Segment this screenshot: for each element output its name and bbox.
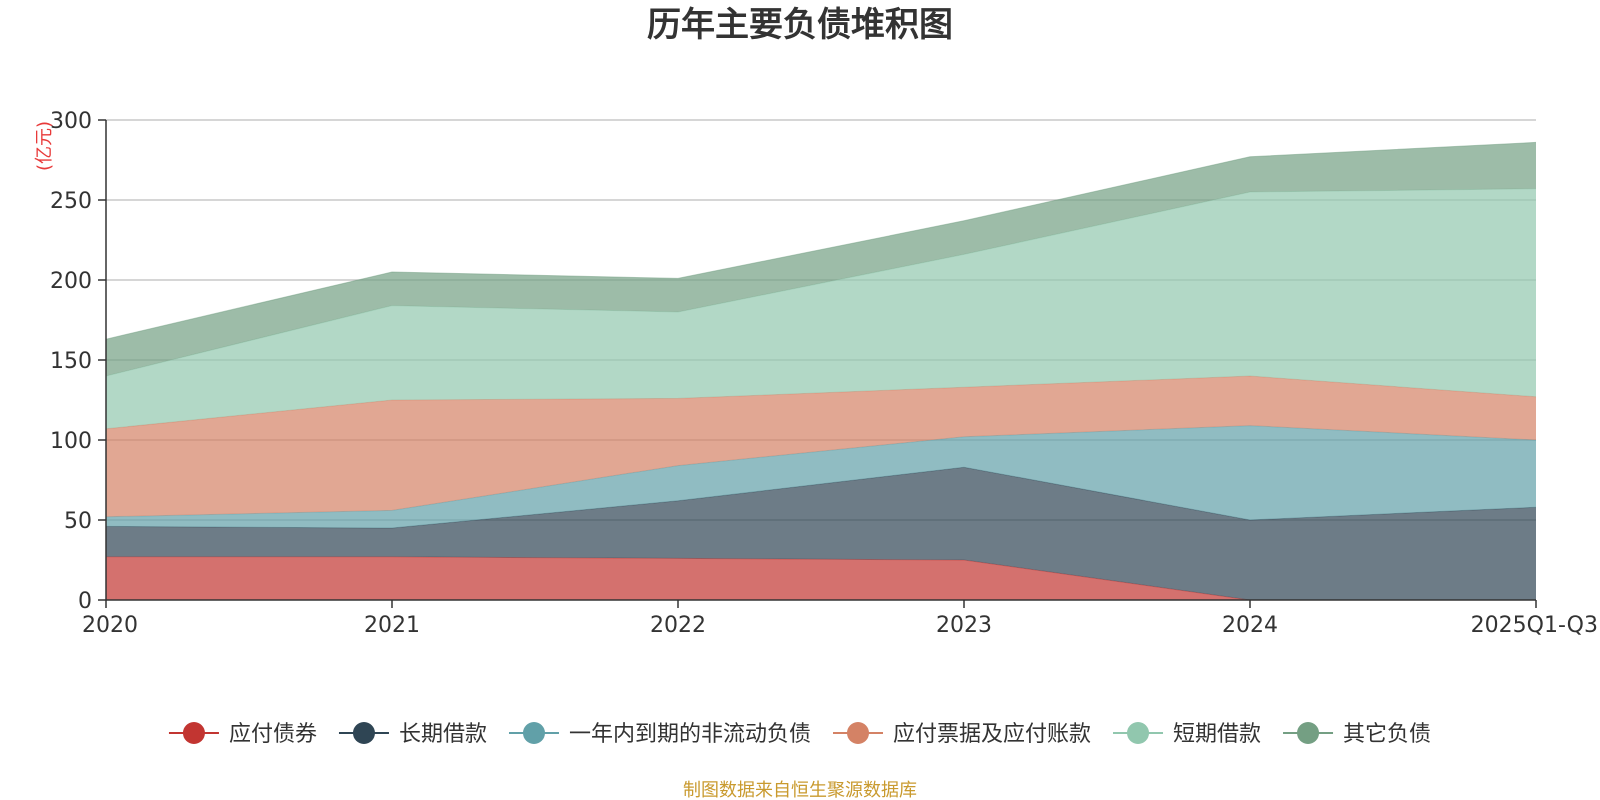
- legend-item[interactable]: 应付债券: [168, 722, 317, 747]
- y-tick-label: 100: [50, 429, 92, 454]
- chart-title: 历年主要负债堆积图: [647, 5, 953, 45]
- x-tick-label: 2024: [1222, 613, 1278, 638]
- x-tick-label: 2023: [936, 613, 992, 638]
- legend-item[interactable]: 短期借款: [1113, 722, 1261, 747]
- legend-dot-symbol: [1127, 722, 1150, 744]
- legend: 应付债券 长期借款 一年内到期的非流动负债 应付票据及应付账款 短期借款 其它负债: [168, 722, 1431, 747]
- legend-item[interactable]: 其它负债: [1283, 722, 1431, 747]
- area-series-top-line-5: [105, 141, 1537, 340]
- legend-label: 其它负债: [1343, 722, 1431, 747]
- y-tick-label: 0: [78, 589, 92, 614]
- legend-dot-symbol: [522, 722, 545, 744]
- y-tick-label: 200: [50, 269, 92, 294]
- axes: 0 50 100 150 200 250 300 2020 2021 2022 2023 2024 20…: [50, 109, 1598, 638]
- legend-item[interactable]: 长期借款: [338, 722, 487, 747]
- area-series-1[interactable]: [106, 467, 1536, 600]
- area-series-0[interactable]: [106, 556, 1536, 600]
- legend-label: 应付债券: [229, 722, 317, 747]
- legend-item[interactable]: 一年内到期的非流动负债: [508, 722, 811, 747]
- legend-label: 一年内到期的非流动负债: [569, 722, 811, 747]
- legend-item[interactable]: 应付票据及应付账款: [833, 722, 1091, 747]
- y-axis-unit: (亿元): [34, 121, 55, 171]
- data-source-note: 制图数据来自恒生聚源数据库: [683, 780, 917, 800]
- area-series-2[interactable]: [106, 425, 1536, 528]
- x-tick-label: 2022: [650, 613, 706, 638]
- area-series-4[interactable]: [106, 188, 1536, 429]
- legend-label: 长期借款: [399, 722, 487, 747]
- x-tick-label: 2020: [82, 613, 138, 638]
- y-tick-label: 300: [50, 109, 92, 134]
- x-tick-label: 2025Q1-Q3: [1471, 613, 1598, 638]
- y-tick-label: 150: [50, 349, 92, 374]
- legend-dot-symbol: [182, 722, 205, 744]
- legend-label: 应付票据及应付账款: [893, 722, 1091, 747]
- area-series-5[interactable]: [106, 142, 1536, 376]
- area-series-3[interactable]: [106, 376, 1536, 517]
- x-tick-label: 2021: [364, 613, 420, 638]
- y-tick-label: 250: [50, 189, 92, 214]
- y-tick-label: 50: [64, 509, 92, 534]
- stacked-areas: [105, 141, 1537, 601]
- legend-label: 短期借款: [1173, 722, 1261, 747]
- legend-dot-symbol: [847, 722, 869, 744]
- legend-dot-symbol: [1297, 722, 1320, 744]
- legend-dot-symbol: [352, 722, 375, 744]
